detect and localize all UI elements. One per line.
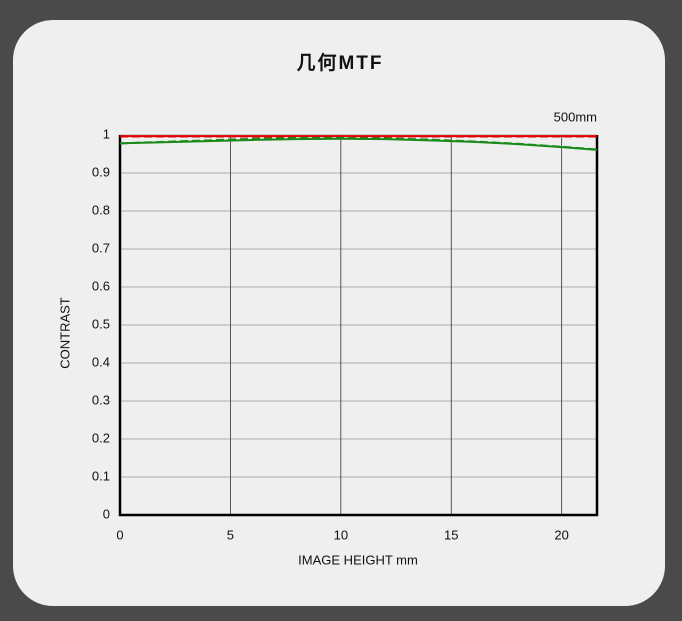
y-tick-label: 0 — [103, 506, 110, 521]
y-tick-label: 0.7 — [92, 240, 110, 255]
y-tick-label: 0.3 — [92, 392, 110, 407]
x-tick-label: 5 — [227, 527, 234, 542]
series-line — [119, 137, 598, 151]
x-tick-label: 0 — [116, 527, 123, 542]
y-tick-label: 0.8 — [92, 202, 110, 217]
axis-frame — [118, 135, 599, 517]
x-tick-label: 10 — [334, 527, 348, 542]
chart-title: 几何MTF — [296, 51, 383, 74]
annotation: 500mm — [554, 109, 597, 124]
y-tick-label: 0.6 — [92, 278, 110, 293]
y-tick-label: 0.2 — [92, 430, 110, 445]
x-tick-label: 20 — [554, 527, 568, 542]
panel — [13, 20, 665, 606]
y-tick-label: 1 — [103, 126, 110, 141]
y-tick-label: 0.5 — [92, 316, 110, 331]
y-tick-label: 0.9 — [92, 164, 110, 179]
x-tick-label: 15 — [444, 527, 458, 542]
y-axis-label: CONTRAST — [57, 297, 72, 369]
x-axis-label: IMAGE HEIGHT mm — [298, 552, 418, 567]
y-tick-label: 0.1 — [92, 468, 110, 483]
y-tick-label: 0.4 — [92, 354, 110, 369]
